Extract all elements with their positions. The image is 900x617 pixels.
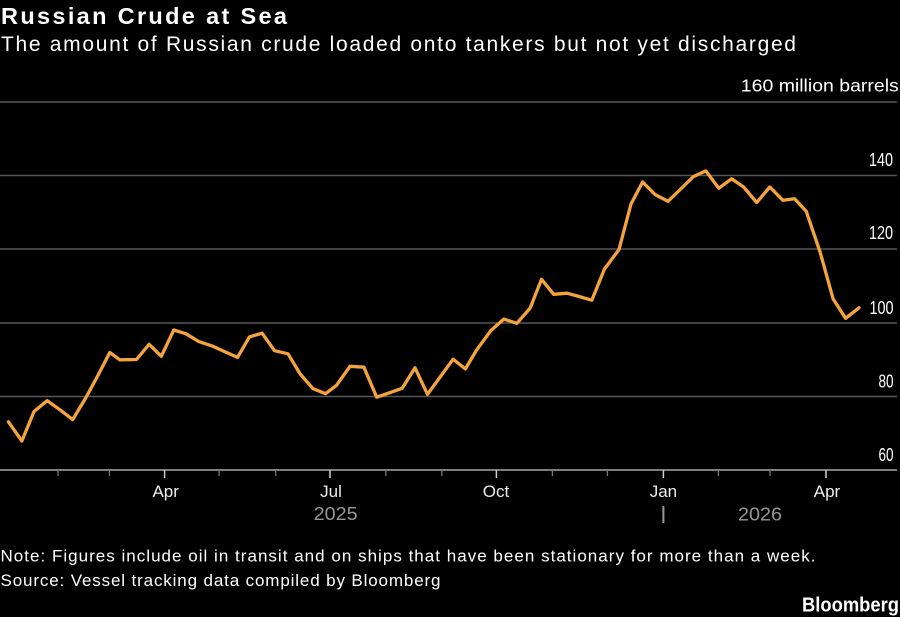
svg-text:2025: 2025 bbox=[314, 503, 358, 524]
svg-text:140: 140 bbox=[869, 150, 893, 170]
svg-text:Note: Figures include oil in t: Note: Figures include oil in transit and… bbox=[1, 547, 816, 566]
svg-text:2026: 2026 bbox=[738, 504, 782, 525]
svg-text:Russian Crude at Sea: Russian Crude at Sea bbox=[1, 3, 288, 29]
svg-text:Apr: Apr bbox=[814, 482, 841, 501]
svg-text:Source: Vessel tracking data c: Source: Vessel tracking data compiled by… bbox=[1, 571, 441, 590]
svg-text:120: 120 bbox=[869, 223, 893, 243]
svg-text:Bloomberg: Bloomberg bbox=[802, 594, 899, 616]
svg-text:The amount of Russian crude lo: The amount of Russian crude loaded onto … bbox=[1, 33, 796, 56]
svg-text:60: 60 bbox=[879, 445, 894, 465]
svg-text:160 million barrels: 160 million barrels bbox=[741, 75, 899, 95]
svg-text:80: 80 bbox=[879, 371, 894, 391]
svg-text:Apr: Apr bbox=[152, 482, 179, 501]
svg-text:100: 100 bbox=[870, 298, 894, 318]
svg-text:Jul: Jul bbox=[320, 482, 342, 501]
svg-text:Oct: Oct bbox=[483, 482, 510, 501]
svg-text:Jan: Jan bbox=[650, 482, 677, 501]
